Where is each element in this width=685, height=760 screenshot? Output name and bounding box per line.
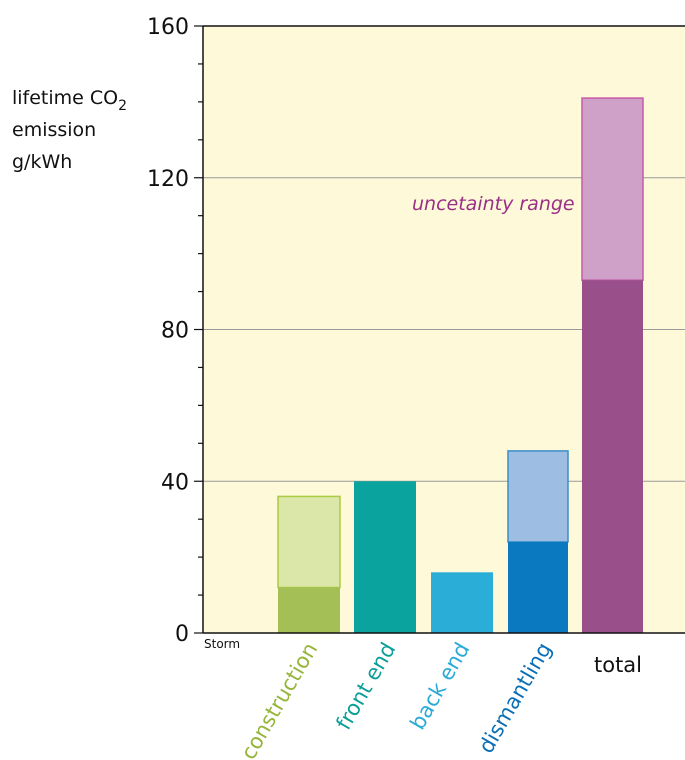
y-axis-label-line3: g/kWh — [12, 151, 72, 173]
bar-front-end — [354, 481, 416, 633]
y-axis-ticks: 0 40 80 120 160 — [147, 15, 203, 647]
x-tick-label-dismantling: dismantling — [474, 639, 556, 758]
x-tick-label-front-end: front end — [331, 639, 400, 734]
x-tick-label-back-end: back end — [405, 639, 474, 734]
y-axis-label-line1: lifetime CO2 — [12, 87, 127, 114]
bar-back-end — [431, 572, 493, 633]
y-tick-label: 0 — [175, 622, 189, 647]
first-category-label: Storm — [204, 637, 240, 651]
bar-uncertainty-range-total — [581, 97, 644, 281]
y-tick-label: 160 — [147, 15, 189, 40]
x-tick-label-total: total — [594, 653, 642, 677]
x-tick-label-construction: construction — [236, 639, 322, 760]
bar-uncertainty-range-construction — [277, 495, 341, 589]
uncertainty-range-annotation: uncetainty range — [412, 193, 575, 215]
y-axis-label-line2: emission — [12, 119, 96, 141]
y-tick-label: 120 — [147, 167, 189, 192]
y-tick-label: 80 — [161, 319, 189, 344]
plot-area — [202, 25, 685, 634]
bar-total — [582, 280, 643, 633]
y-tick-label: 40 — [161, 470, 189, 495]
bar-uncertainty-range-dismantling — [507, 450, 569, 543]
bar-construction — [278, 587, 340, 633]
x-axis-labels: construction front end back end dismantling… — [236, 639, 642, 760]
bar-dismantling — [508, 541, 568, 633]
